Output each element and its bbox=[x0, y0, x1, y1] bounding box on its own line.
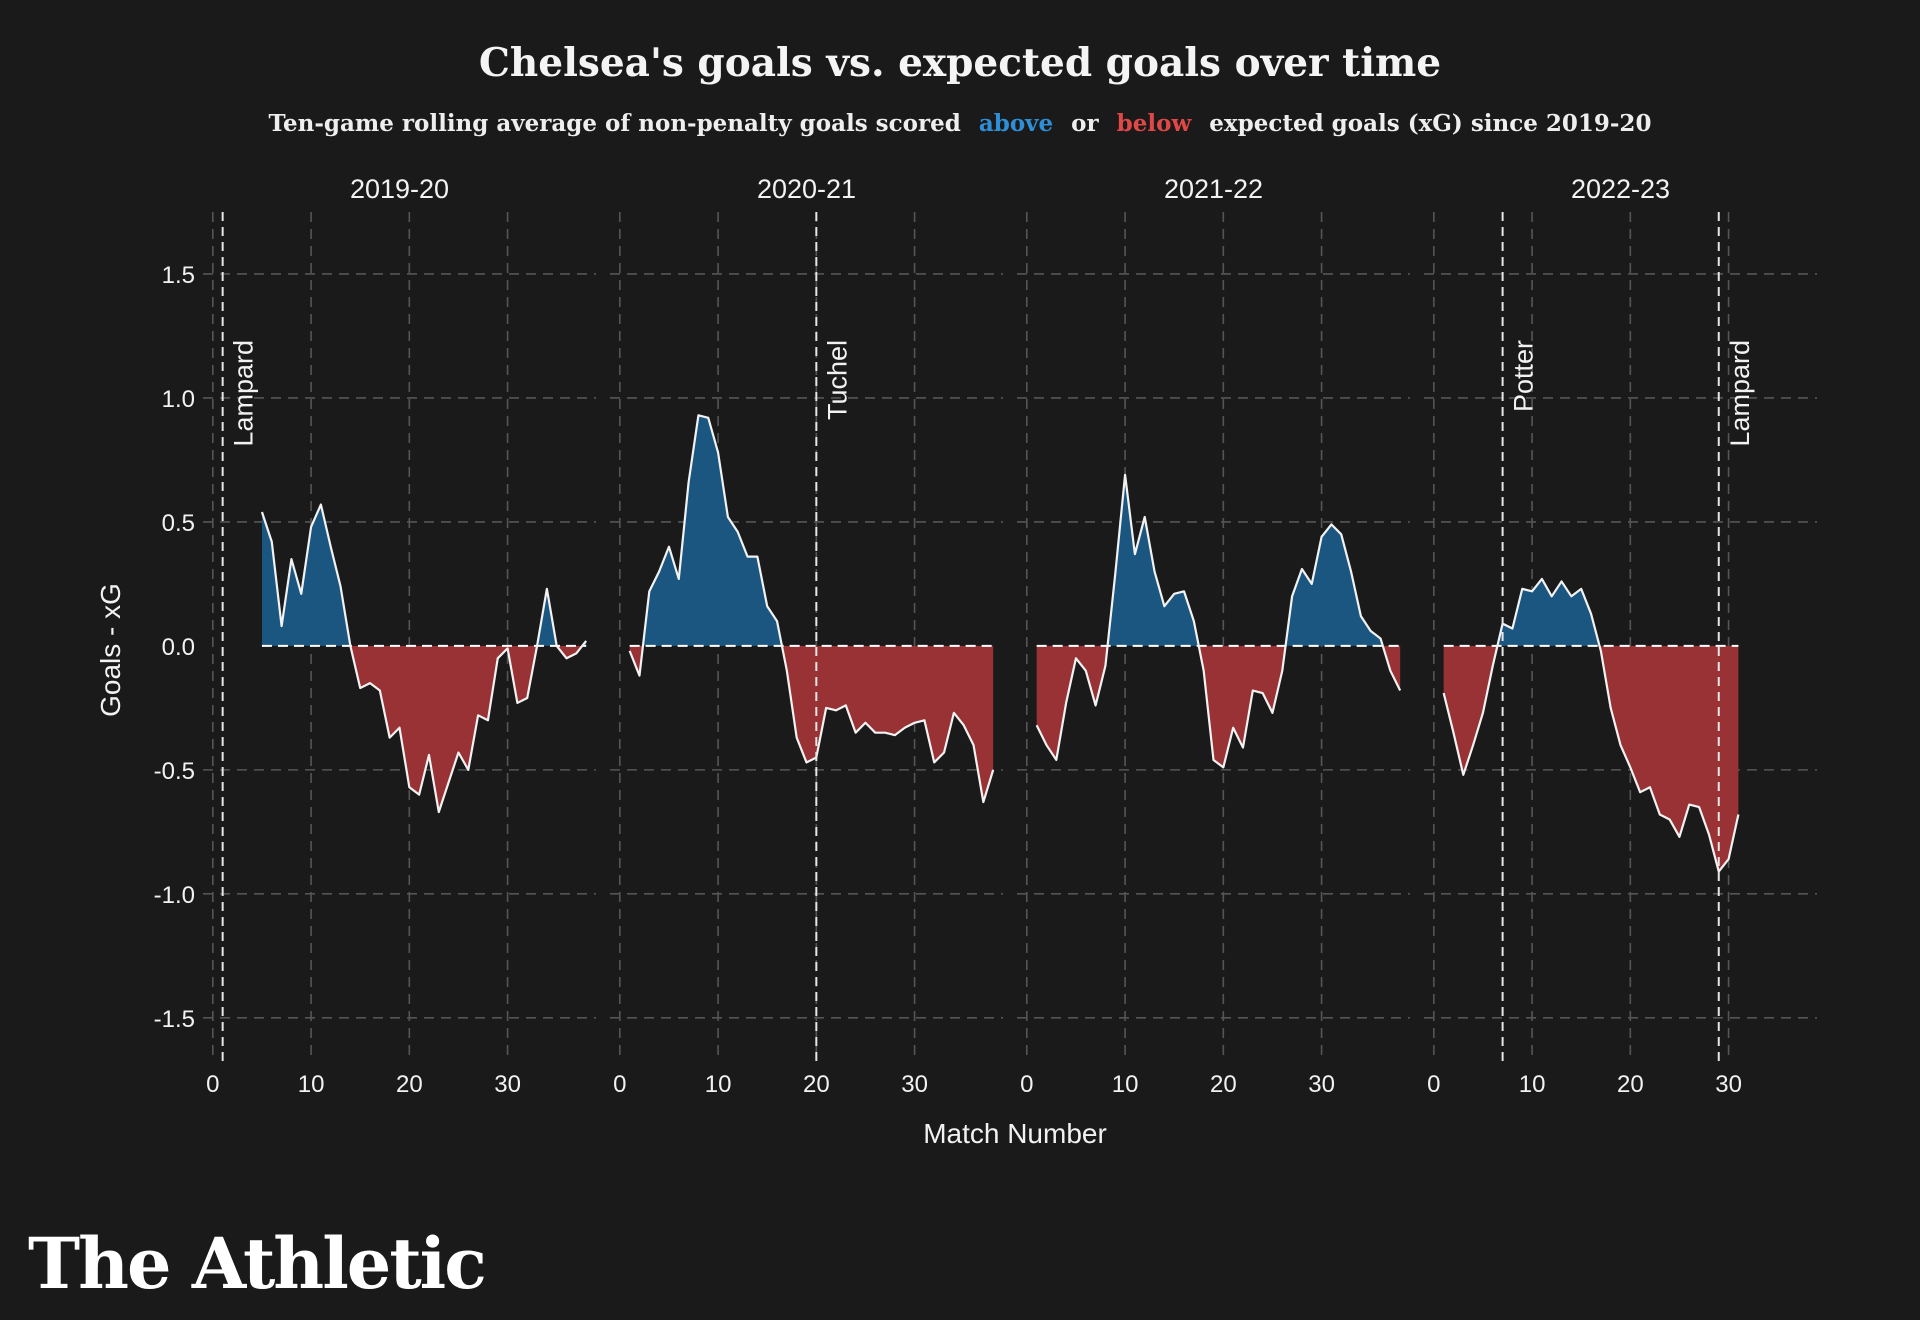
panel-title: 2020-21 bbox=[757, 174, 856, 204]
x-tick-label: 0 bbox=[613, 1071, 626, 1098]
area-below bbox=[1036, 645, 1401, 768]
x-tick-label: 10 bbox=[705, 1071, 732, 1098]
subtitle-text-before: Ten-game rolling average of non-penalty … bbox=[268, 110, 961, 137]
subtitle-text-after: expected goals (xG) since 2019-20 bbox=[1209, 110, 1652, 137]
x-tick-label: 20 bbox=[396, 1071, 423, 1098]
subtitle-or: or bbox=[1071, 110, 1099, 137]
x-tick-label: 30 bbox=[901, 1071, 928, 1098]
subtitle-below-label: below bbox=[1116, 110, 1192, 137]
manager-label: Tuchel bbox=[822, 340, 852, 420]
chart-title: Chelsea's goals vs. expected goals over … bbox=[478, 40, 1442, 86]
x-axis-title: Match Number bbox=[923, 1118, 1107, 1149]
panel-2019-20: 2019-20 0 10 20 30 Lampard bbox=[203, 174, 596, 1098]
x-tick-label: 20 bbox=[803, 1071, 830, 1098]
x-tick-label: 20 bbox=[1210, 1071, 1237, 1098]
series-line bbox=[260, 503, 588, 814]
x-tick-label: 10 bbox=[1112, 1071, 1139, 1098]
area-above bbox=[1443, 578, 1739, 646]
panel-title: 2021-22 bbox=[1164, 174, 1263, 204]
x-tick-label: 10 bbox=[298, 1071, 325, 1098]
brand-logo: The Athletic bbox=[28, 1222, 487, 1305]
y-tick-label: -1.0 bbox=[154, 882, 195, 909]
series-line bbox=[628, 414, 995, 804]
x-tick-label: 10 bbox=[1519, 1071, 1546, 1098]
manager-label: Lampard bbox=[1725, 340, 1755, 447]
x-tick-label: 30 bbox=[1308, 1071, 1335, 1098]
panel-title: 2019-20 bbox=[350, 174, 449, 204]
series-line bbox=[1442, 577, 1740, 873]
y-tick-label: -0.5 bbox=[154, 758, 195, 785]
manager-label: Potter bbox=[1509, 340, 1539, 412]
y-tick-label: 1.5 bbox=[162, 262, 195, 289]
panel-title: 2022-23 bbox=[1571, 174, 1670, 204]
y-tick-label: 1.0 bbox=[162, 386, 195, 413]
area-below bbox=[629, 645, 994, 803]
y-axis: 1.5 1.0 0.5 0.0 -0.5 -1.0 -1.5 bbox=[154, 262, 195, 1033]
panel-2020-21: 2020-21 0 10 20 30 Tuchel bbox=[610, 174, 1003, 1098]
x-tick-label: 0 bbox=[1427, 1071, 1440, 1098]
area-above bbox=[261, 504, 587, 646]
panel-2021-22: 2021-22 0 10 20 30 bbox=[1017, 174, 1410, 1098]
x-tick-label: 0 bbox=[1020, 1071, 1033, 1098]
area-above bbox=[1036, 474, 1401, 646]
x-tick-label: 30 bbox=[1715, 1071, 1742, 1098]
series-line bbox=[1035, 473, 1402, 769]
panels: 2019-20 0 10 20 30 Lampard 2020-21 0 10 20 30 Tuche… bbox=[203, 174, 1817, 1098]
manager-label: Lampard bbox=[229, 340, 259, 447]
y-tick-label: 0.0 bbox=[162, 634, 195, 661]
panel-2022-23: 2022-23 0 10 20 30 Potter Lampard bbox=[1424, 174, 1817, 1098]
area-below bbox=[1443, 645, 1739, 872]
y-tick-label: -1.5 bbox=[154, 1006, 195, 1033]
area-below bbox=[261, 645, 587, 813]
x-tick-label: 20 bbox=[1617, 1071, 1644, 1098]
chart-subtitle: Ten-game rolling average of non-penalty … bbox=[0, 110, 1920, 137]
y-axis-title: Goals - xG bbox=[95, 583, 126, 717]
subtitle-above-label: above bbox=[978, 110, 1054, 137]
x-tick-label: 30 bbox=[494, 1071, 521, 1098]
x-tick-label: 0 bbox=[206, 1071, 219, 1098]
y-tick-label: 0.5 bbox=[162, 510, 195, 537]
